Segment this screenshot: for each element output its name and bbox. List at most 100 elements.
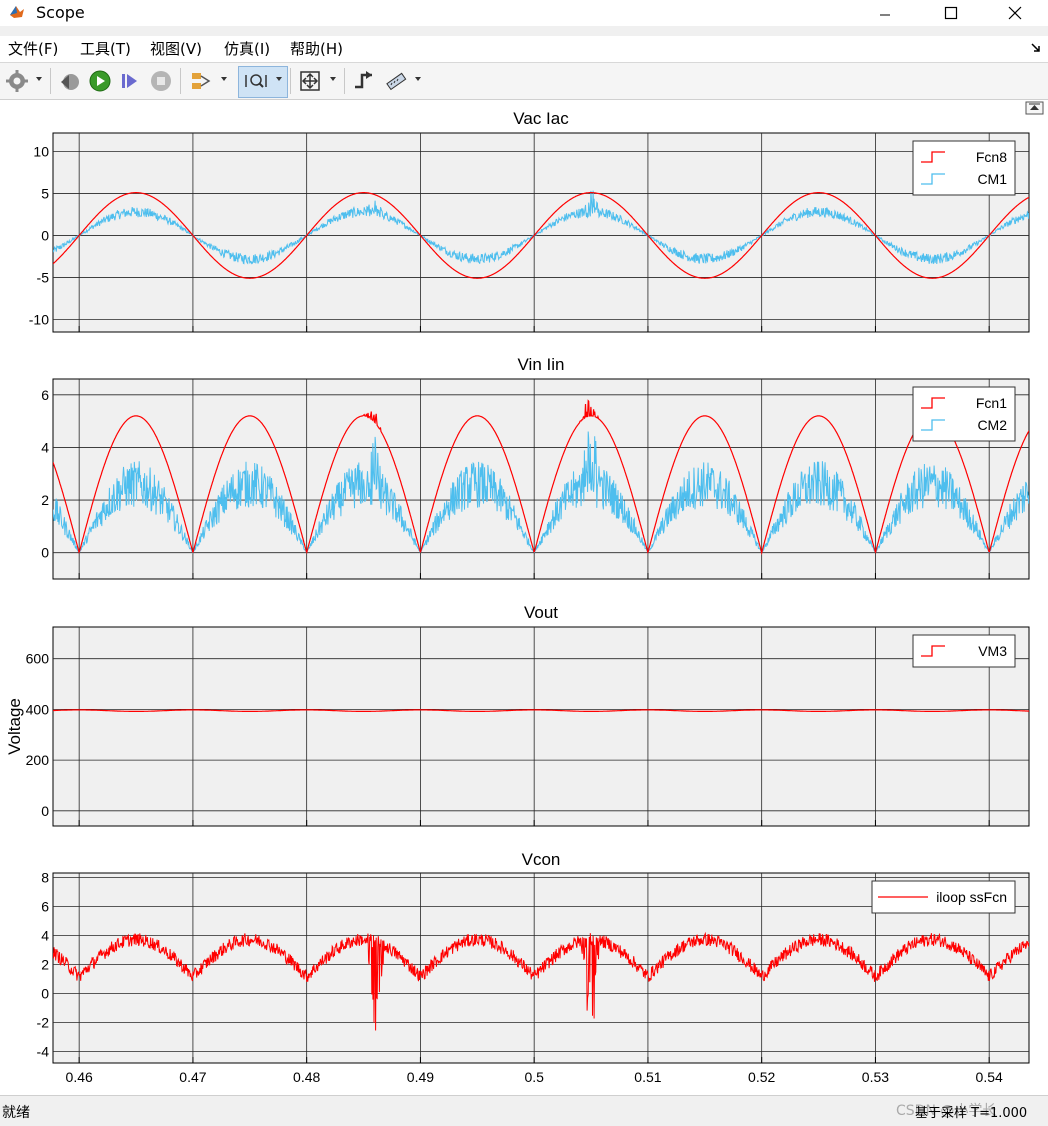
plot-lines	[53, 399, 1029, 556]
legend-step-icon	[921, 397, 945, 409]
status-sample-time: 基于采样 Т=1.000	[915, 1106, 1028, 1121]
axes-title: Vcon	[522, 850, 561, 869]
menu-bar: 文件(F) 工具(T) 视图(V) 仿真(I) 帮助(H)	[0, 36, 1048, 62]
menu-tools[interactable]: 工具(T)	[80, 40, 131, 58]
legend-step-icon	[921, 645, 945, 657]
measurements-dropdown-icon[interactable]	[415, 77, 421, 81]
step-forward-icon[interactable]	[118, 69, 142, 93]
maximize-button[interactable]	[928, 0, 974, 26]
y-tick-label: 8	[41, 869, 49, 885]
legend-entry: CM2	[977, 417, 1007, 433]
y-tick-label: 2	[41, 956, 49, 972]
legend-entry: Fcn8	[976, 149, 1007, 165]
x-tick-label: 0.52	[748, 1069, 775, 1085]
axes-0: -10 -5 0 5 10 Vac Iac Fcn8 CM1	[29, 109, 1030, 333]
matlab-app-icon	[8, 3, 26, 21]
menu-help[interactable]: 帮助(H)	[290, 40, 343, 58]
legend-box	[912, 386, 1016, 442]
status-ready-text: 就绪	[2, 1105, 30, 1121]
watermark-text: CSDN @小学长	[896, 1103, 997, 1119]
signal-selector-icon[interactable]	[189, 69, 213, 93]
minimize-icon	[880, 14, 890, 16]
x-tick-label: 0.51	[634, 1069, 661, 1085]
menu-simulation[interactable]: 仿真(I)	[224, 40, 271, 58]
x-tick-label: 0.48	[293, 1069, 320, 1085]
legend[interactable]: Fcn1 CM2	[912, 386, 1016, 442]
run-icon[interactable]	[88, 69, 112, 93]
y-tick-label: 2	[41, 492, 49, 508]
legend-entry: Fcn1	[976, 395, 1007, 411]
plot-lines	[53, 931, 1029, 1031]
y-tick-label: 0	[41, 545, 49, 561]
axes-2: 0 200 400 600 Vout Voltage VM3	[5, 603, 1030, 827]
plot-lines	[53, 709, 1029, 712]
zoom-dropdown-icon[interactable]	[276, 77, 282, 81]
triggers-icon[interactable]	[352, 69, 376, 93]
y-tick-label: 0	[41, 985, 49, 1001]
undock-plot-icon	[1030, 105, 1039, 110]
x-tick-label: 0.46	[66, 1069, 93, 1085]
y-tick-label: -2	[37, 1014, 50, 1030]
toolbar-separator	[290, 68, 291, 94]
series-line	[53, 931, 1029, 1031]
series-line	[53, 190, 1029, 265]
axes-background	[52, 626, 1030, 827]
minimize-button[interactable]	[862, 0, 908, 26]
y-tick-label: -4	[37, 1043, 50, 1059]
legend-box	[912, 140, 1016, 196]
legend[interactable]: VM3	[912, 634, 1016, 668]
autoscale-icon[interactable]	[298, 69, 322, 93]
y-tick-label: 5	[41, 185, 49, 201]
status-bar: 就绪 CSDN @小学长 基于采样 Т=1.000	[0, 1095, 1048, 1126]
y-tick-label: 6	[41, 387, 49, 403]
legend[interactable]: Fcn8 CM1	[912, 140, 1016, 196]
axes-1: 0 2 4 6 Vin Iin Fcn1 CM2	[41, 355, 1030, 580]
stop-icon[interactable]	[149, 69, 173, 93]
legend-box	[912, 634, 1016, 668]
zoom-icon[interactable]	[244, 69, 268, 93]
y-tick-label: -5	[37, 269, 50, 285]
legend-entry: VM3	[978, 643, 1007, 659]
series-line	[53, 192, 1029, 279]
axes-title: Vac Iac	[513, 109, 569, 128]
settings-gear-icon[interactable]	[5, 69, 29, 93]
toolbar-separator	[344, 68, 345, 94]
measurements-icon[interactable]	[384, 69, 408, 93]
signal-selector-dropdown-icon[interactable]	[221, 77, 227, 81]
scope-plots-svg: -10 -5 0 5 10 Vac Iac Fcn8 CM1 0 2 4 6 Vin Iin Fcn1 CM…	[5, 101, 1044, 1085]
toolbar-separator	[180, 68, 181, 94]
series-line	[53, 709, 1029, 712]
y-tick-label: 600	[26, 651, 50, 667]
x-tick-label: 0.5	[524, 1069, 544, 1085]
close-button[interactable]	[992, 0, 1038, 26]
x-tick-label: 0.49	[407, 1069, 434, 1085]
menu-view[interactable]: 视图(V)	[150, 40, 202, 58]
axes-title: Vout	[524, 603, 558, 622]
x-tick-label: 0.54	[976, 1069, 1003, 1085]
scope-plot-area: -10 -5 0 5 10 Vac Iac Fcn8 CM1 0 2 4 6 Vin Iin Fcn1 CM…	[0, 100, 1048, 1095]
y-tick-label: 6	[41, 898, 49, 914]
title-bar: Scope	[0, 0, 1048, 26]
legend-step-icon	[921, 419, 945, 431]
plot-lines	[53, 190, 1029, 279]
y-axis-label: Voltage	[5, 698, 24, 755]
axes-3: 0.46 0.47 0.48 0.49 0.5 0.51 0.52 0.53 0.54 -4 -2 0…	[37, 850, 1030, 1085]
step-back-icon[interactable]	[58, 69, 82, 93]
autoscale-dropdown-icon[interactable]	[330, 77, 336, 81]
legend-step-icon	[921, 151, 945, 163]
maximize-icon	[944, 6, 958, 20]
window-title: Scope	[36, 3, 85, 22]
y-tick-label: 200	[26, 752, 50, 768]
toolbar	[0, 62, 1048, 100]
y-tick-label: 4	[41, 439, 49, 455]
axes-title: Vin Iin	[518, 355, 565, 374]
y-tick-label: 0	[41, 227, 49, 243]
y-tick-label: 0	[41, 803, 49, 819]
x-tick-label: 0.53	[862, 1069, 889, 1085]
legend-entry: CM1	[977, 171, 1007, 187]
y-tick-label: -10	[29, 311, 49, 327]
legend[interactable]: iloop ssFcn	[871, 880, 1016, 914]
menu-file[interactable]: 文件(F)	[8, 40, 59, 58]
settings-dropdown-icon[interactable]	[36, 77, 42, 81]
undock-arrow-icon[interactable]	[1030, 42, 1042, 54]
